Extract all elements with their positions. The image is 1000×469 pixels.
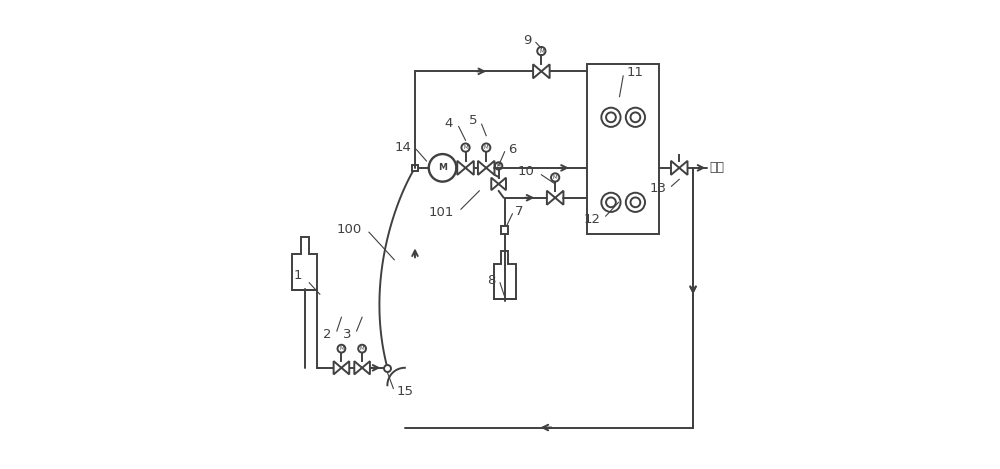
Text: M: M — [553, 175, 557, 180]
Text: 13: 13 — [649, 182, 666, 195]
Text: 9: 9 — [523, 34, 531, 47]
Text: 6: 6 — [508, 143, 516, 156]
Text: 2: 2 — [323, 328, 331, 341]
Text: M: M — [463, 145, 468, 150]
Text: 8: 8 — [487, 274, 495, 287]
Text: 10: 10 — [518, 166, 534, 179]
Text: 1: 1 — [294, 269, 302, 282]
Text: 11: 11 — [626, 66, 643, 79]
Text: 101: 101 — [429, 206, 454, 219]
Text: 15: 15 — [397, 385, 414, 398]
Bar — [501, 226, 508, 234]
Text: 5: 5 — [469, 114, 477, 128]
Text: M: M — [360, 346, 364, 351]
Text: M: M — [339, 346, 344, 351]
Text: 14: 14 — [395, 141, 412, 154]
Text: 4: 4 — [445, 117, 453, 130]
Text: M: M — [438, 163, 447, 172]
Text: M: M — [496, 163, 501, 168]
Text: 7: 7 — [515, 205, 523, 218]
Text: 100: 100 — [337, 223, 362, 236]
Text: 大气: 大气 — [709, 161, 724, 174]
Text: M: M — [539, 49, 544, 53]
Text: 12: 12 — [583, 213, 600, 226]
Text: 3: 3 — [343, 328, 352, 341]
Text: M: M — [484, 145, 489, 150]
Bar — [587, 64, 659, 234]
